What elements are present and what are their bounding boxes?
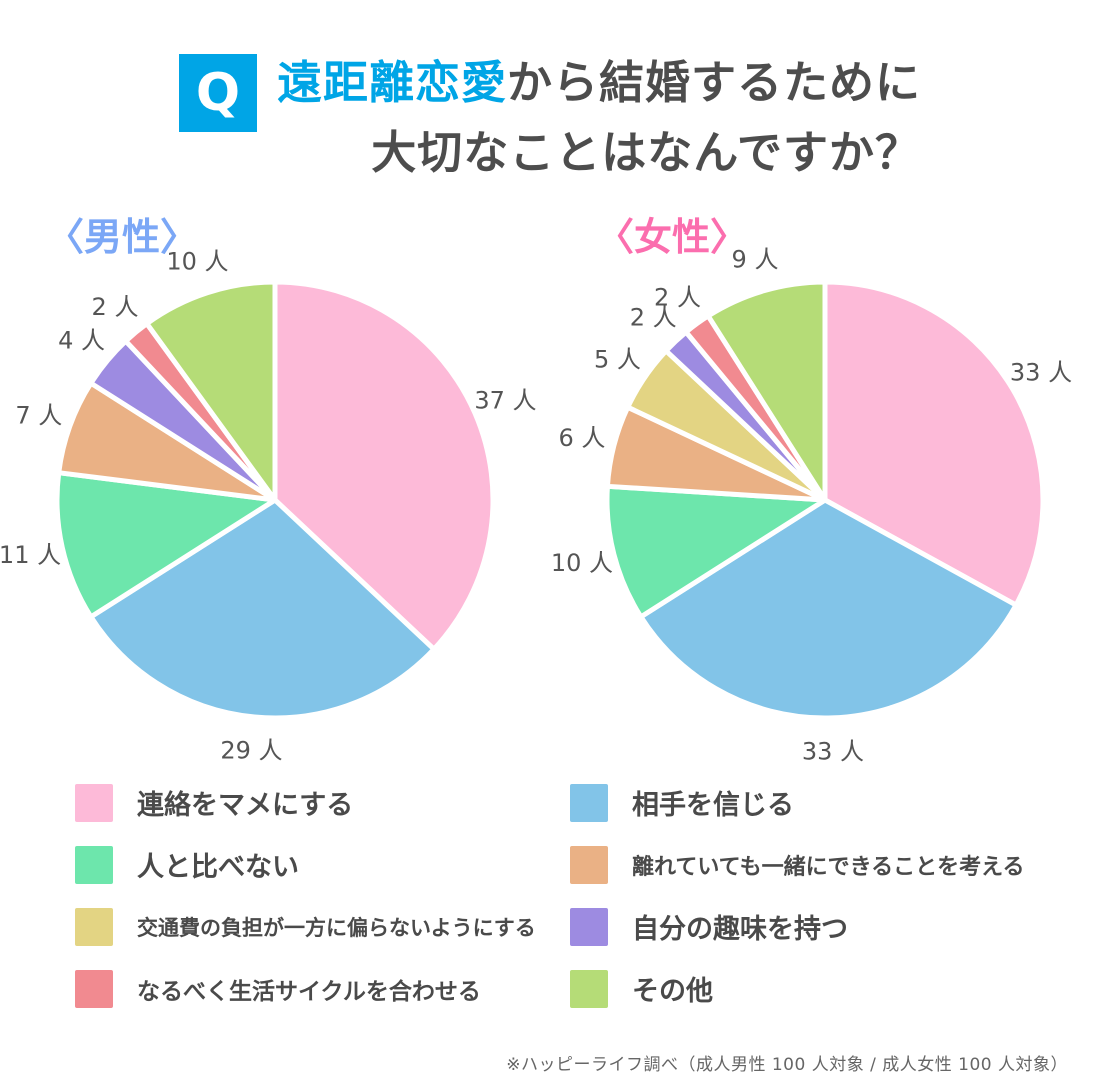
slice-value-label: 33 人 <box>802 737 864 765</box>
legend-item-label: 人と比べない <box>137 852 299 883</box>
page-title-line1-rest: から結婚するために <box>507 56 922 109</box>
pie-charts-row: 〈男性〉 37 人 29 人 11 人 7 人 4 人 2 人 10 人 〈女性〉 33 人… <box>0 206 1100 768</box>
legend-color-swatch <box>570 907 608 946</box>
legend-color-swatch <box>75 969 113 1008</box>
survey-source-note: ※ハッピーライフ調べ（成人男性 100 人対象 / 成人女性 100 人対象） <box>506 1055 1068 1075</box>
slice-value-label: 37 人 <box>474 386 536 414</box>
slice-value-label: 2 人 <box>92 293 139 321</box>
question-q-badge: Q <box>178 54 257 132</box>
slice-value-label: 2 人 <box>654 283 701 311</box>
slice-value-label: 7 人 <box>15 401 62 429</box>
female-chart-title: 〈女性〉 <box>596 214 749 259</box>
pie-slice-male-7 <box>144 279 278 502</box>
slice-value-label: 2 人 <box>630 303 677 331</box>
legend-item-label: 離れていても一緒にできることを考える <box>632 854 1025 880</box>
legend-item-label: 相手を信じる <box>632 790 794 821</box>
legend-item-label: その他 <box>632 976 713 1007</box>
page-title: 遠距離恋愛から結婚するために 大切なことはなんですか？ <box>277 48 921 188</box>
slice-value-label: 9 人 <box>732 245 779 273</box>
legend-color-swatch <box>75 907 113 946</box>
slice-value-label: 10 人 <box>166 247 228 275</box>
legend-color-swatch <box>570 969 608 1008</box>
page-title-line2: 大切なことはなんですか？ <box>371 125 922 179</box>
pie-slice-male-1 <box>88 497 437 720</box>
pie-slice-female-1 <box>638 497 1019 720</box>
slice-value-label: 11 人 <box>0 541 61 569</box>
slice-value-label: 6 人 <box>558 424 605 452</box>
pie-slice-female-7 <box>705 279 828 502</box>
legend-item: なるべく生活サイクルを合わせる <box>75 958 570 1020</box>
question-header: Q 遠距離恋愛から結婚するために 大切なことはなんですか？ <box>0 0 1100 188</box>
slice-value-label: 10 人 <box>551 548 613 576</box>
page-title-highlight: 遠距離恋愛 <box>276 56 507 109</box>
pie-slice-female-0 <box>822 279 1046 608</box>
pie-slice-female-2 <box>604 483 828 619</box>
legend-item: 人と比べない <box>75 834 570 896</box>
legend-item: 離れていても一緒にできることを考える <box>570 834 1065 896</box>
legend-color-swatch <box>570 845 608 884</box>
chart-legend: 連絡をマメにする 相手を信じる 人と比べない 離れていても一緒にできることを考え… <box>0 772 1100 1020</box>
legend-item-label: 連絡をマメにする <box>137 790 354 821</box>
page-title-line1: 遠距離恋愛から結婚するために <box>277 48 921 118</box>
legend-color-swatch <box>570 783 608 822</box>
slice-value-label: 29 人 <box>220 736 282 764</box>
male-pie-chart: 37 人 29 人 11 人 7 人 4 人 2 人 10 人 <box>0 247 536 764</box>
legend-item: 交通費の負担が一方に偏らないようにする <box>75 896 570 958</box>
legend-color-swatch <box>75 783 113 822</box>
legend-item-label: なるべく生活サイクルを合わせる <box>137 978 481 1005</box>
slice-value-label: 5 人 <box>594 345 641 373</box>
legend-item: 自分の趣味を持つ <box>570 896 1065 958</box>
pie-slice-male-0 <box>272 279 496 652</box>
legend-item-label: 自分の趣味を持つ <box>632 914 848 945</box>
legend-item: 相手を信じる <box>570 772 1065 834</box>
legend-item: その他 <box>570 958 1065 1020</box>
slice-value-label: 33 人 <box>1010 358 1072 386</box>
legend-item: 連絡をマメにする <box>75 772 570 834</box>
slice-value-label: 4 人 <box>58 326 105 354</box>
legend-color-swatch <box>75 845 113 884</box>
male-chart-section: 〈男性〉 37 人 29 人 11 人 7 人 4 人 2 人 10 人 <box>0 206 550 768</box>
male-chart-title: 〈男性〉 <box>46 214 199 259</box>
legend-item-label: 交通費の負担が一方に偏らないようにする <box>137 915 536 940</box>
pie-slice-male-2 <box>54 469 278 619</box>
female-pie-chart: 33 人 33 人 10 人 6 人 5 人 2 人2 人 9 人 <box>551 245 1072 765</box>
